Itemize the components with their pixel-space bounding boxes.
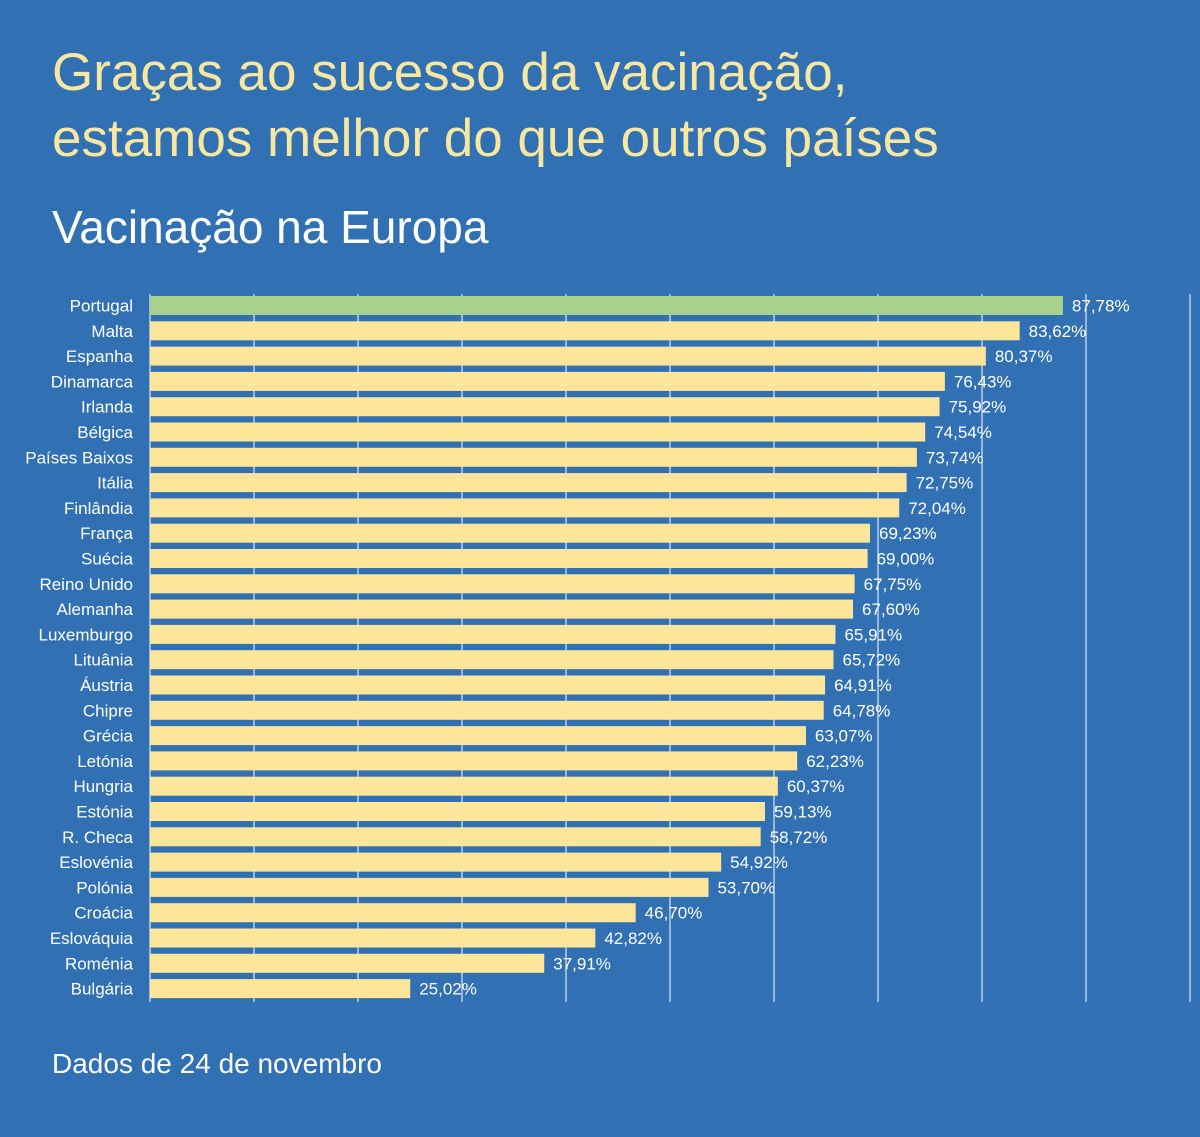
value-label: 80,37% xyxy=(995,347,1053,366)
bar xyxy=(150,827,761,847)
category-label: Croácia xyxy=(74,904,133,923)
value-label: 54,92% xyxy=(730,853,788,872)
bar xyxy=(150,574,855,594)
bar xyxy=(150,700,824,720)
value-label: 76,43% xyxy=(954,372,1012,391)
title-line-1: Graças ao sucesso da vacinação, xyxy=(52,43,848,102)
bar-chart: Portugal 87,78% Malta 83,62% Espanha 80,37% Di… xyxy=(25,294,1191,1002)
value-label: 63,07% xyxy=(815,727,873,746)
value-label: 53,70% xyxy=(717,878,775,897)
value-label: 37,91% xyxy=(553,954,611,973)
bar xyxy=(150,903,636,923)
bar xyxy=(150,599,854,619)
bar xyxy=(150,523,870,543)
chart-subtitle: Vacinação na Europa xyxy=(52,201,489,253)
category-label: Bélgica xyxy=(77,423,133,442)
category-label: Alemanha xyxy=(56,600,133,619)
value-label: 67,60% xyxy=(862,600,920,619)
bar xyxy=(150,549,868,568)
value-label: 74,54% xyxy=(934,423,992,442)
value-label: 73,74% xyxy=(926,448,984,467)
value-label: 72,75% xyxy=(916,474,974,493)
category-label: Chipre xyxy=(83,701,133,720)
value-label: 64,91% xyxy=(834,676,892,695)
category-label: Luxemburgo xyxy=(38,625,133,644)
bar xyxy=(150,928,596,948)
value-label: 25,02% xyxy=(419,980,477,999)
category-label: Países Baixos xyxy=(25,448,133,467)
value-label: 65,72% xyxy=(842,651,900,670)
bar xyxy=(150,624,836,644)
value-label: 87,78% xyxy=(1072,297,1130,316)
value-label: 58,72% xyxy=(770,828,828,847)
category-label: França xyxy=(80,524,133,543)
chart-title: Graças ao sucesso da vacinação, estamos … xyxy=(52,40,1182,172)
category-label: Portugal xyxy=(70,297,133,316)
value-label: 67,75% xyxy=(864,575,922,594)
bar xyxy=(150,447,917,467)
category-label: Polónia xyxy=(76,878,133,897)
value-label: 72,04% xyxy=(908,499,966,518)
category-label: Grécia xyxy=(83,727,134,746)
title-line-2: estamos melhor do que outros países xyxy=(52,109,939,168)
bar xyxy=(150,675,826,695)
bar xyxy=(150,473,907,493)
source-note: Dados de 24 de novembro xyxy=(52,1048,382,1079)
category-label: Bulgária xyxy=(71,980,134,999)
value-label: 62,23% xyxy=(806,752,864,771)
category-label: Estónia xyxy=(76,803,133,822)
bar xyxy=(150,953,545,973)
value-label: 69,23% xyxy=(879,524,937,543)
category-label: Eslováquia xyxy=(50,929,134,948)
value-label: 46,70% xyxy=(645,904,703,923)
category-label: Dinamarca xyxy=(51,372,134,391)
bar xyxy=(150,802,765,821)
category-label: Irlanda xyxy=(81,398,134,417)
bar xyxy=(150,852,722,872)
value-label: 59,13% xyxy=(774,803,832,822)
bar xyxy=(150,979,411,999)
bar xyxy=(150,751,798,771)
value-label: 64,78% xyxy=(833,701,891,720)
value-label: 65,91% xyxy=(844,625,902,644)
labels: Portugal 87,78% Malta 83,62% Espanha 80,37% Di… xyxy=(25,297,1129,999)
category-label: Eslovénia xyxy=(59,853,133,872)
value-label: 83,62% xyxy=(1029,322,1087,341)
category-label: R. Checa xyxy=(62,828,133,847)
category-label: Áustria xyxy=(80,676,133,695)
bar xyxy=(150,296,1063,315)
value-label: 60,37% xyxy=(787,777,845,796)
value-label: 75,92% xyxy=(949,398,1007,417)
category-label: Roménia xyxy=(65,954,134,973)
category-label: Espanha xyxy=(66,347,134,366)
bar xyxy=(150,877,709,897)
bar xyxy=(150,650,834,670)
bar xyxy=(150,321,1020,341)
bar xyxy=(150,726,806,746)
category-label: Malta xyxy=(91,322,133,341)
bar xyxy=(150,498,900,518)
category-label: Reino Unido xyxy=(39,575,133,594)
category-label: Suécia xyxy=(81,550,134,569)
category-label: Hungria xyxy=(73,777,133,796)
bars xyxy=(150,296,1063,999)
bar xyxy=(150,776,778,796)
category-label: Lituânia xyxy=(73,651,133,670)
bar xyxy=(150,397,940,417)
bar xyxy=(150,346,986,366)
value-label: 69,00% xyxy=(877,550,935,569)
category-label: Itália xyxy=(97,474,133,493)
value-label: 42,82% xyxy=(604,929,662,948)
category-label: Letónia xyxy=(77,752,133,771)
category-label: Finlândia xyxy=(64,499,134,518)
bar xyxy=(150,422,926,442)
bar xyxy=(150,371,945,391)
